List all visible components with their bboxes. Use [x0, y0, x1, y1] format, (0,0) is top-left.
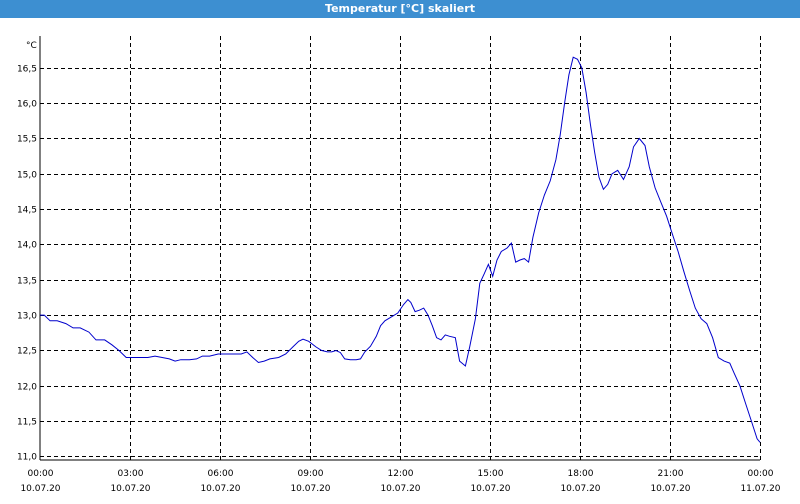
- y-tick-label: 11,0: [17, 453, 37, 463]
- y-axis-ticks: 11,0 11,5 12,0 12,5 13,0 13,5 14,0 14,5 15,0 15,5…: [17, 65, 37, 463]
- x-tick-date-label: 10.07.20: [650, 484, 690, 494]
- x-tick-time-label: 00:00: [748, 469, 774, 479]
- x-tick-date-label: 10.07.20: [200, 484, 240, 494]
- x-tick-time-label: 15:00: [478, 469, 504, 479]
- temperature-line-chart: 11,0 11,5 12,0 12,5 13,0 13,5 14,0 14,5 15,0 15,5…: [17, 36, 781, 494]
- plot-frame: [39, 36, 760, 461]
- y-tick-label: 14,5: [17, 206, 37, 216]
- y-tick-label: 16,5: [17, 65, 37, 75]
- y-tick-label: 11,5: [17, 418, 37, 428]
- x-tick-date-label: 11.07.20: [740, 484, 780, 494]
- y-tick-label: 15,0: [17, 171, 37, 181]
- x-tick-time-label: 21:00: [658, 469, 684, 479]
- x-tick-time-label: 18:00: [568, 469, 594, 479]
- chart-area: 11,0 11,5 12,0 12,5 13,0 13,5 14,0 14,5 15,0 15,5…: [0, 18, 800, 500]
- x-tick-date-label: 10.07.20: [470, 484, 510, 494]
- temperature-series-line: [40, 56, 761, 443]
- x-tick-date-label: 10.07.20: [110, 484, 150, 494]
- x-tick-time-label: 06:00: [208, 469, 234, 479]
- y-tick-label: 12,0: [17, 383, 37, 393]
- y-tick-label: 13,5: [17, 277, 37, 287]
- x-tick-time-label: 00:00: [28, 469, 54, 479]
- series-group: [40, 56, 761, 443]
- chart-title: Temperatur [°C] skaliert: [325, 2, 475, 15]
- x-tick-date-label: 10.07.20: [380, 484, 420, 494]
- y-tick-label: 16,0: [17, 100, 37, 110]
- y-tick-label: 13,0: [17, 312, 37, 322]
- x-tick-date-label: 10.07.20: [20, 484, 60, 494]
- y-tick-label: 14,0: [17, 241, 37, 251]
- x-axis-ticks: 00:00 10.07.20 03:00 10.07.20 06:00 10.07.20 0…: [20, 469, 780, 494]
- y-axis-label: °C: [26, 41, 37, 51]
- y-tick-label: 12,5: [17, 347, 37, 357]
- y-tick-label: 15,5: [17, 135, 37, 145]
- x-tick-time-label: 12:00: [388, 469, 414, 479]
- x-tick-date-label: 10.07.20: [560, 484, 600, 494]
- x-tick-time-label: 03:00: [118, 469, 144, 479]
- chart-title-bar: Temperatur [°C] skaliert: [0, 0, 800, 18]
- x-tick-date-label: 10.07.20: [290, 484, 330, 494]
- x-tick-time-label: 09:00: [298, 469, 324, 479]
- grid: [40, 36, 761, 460]
